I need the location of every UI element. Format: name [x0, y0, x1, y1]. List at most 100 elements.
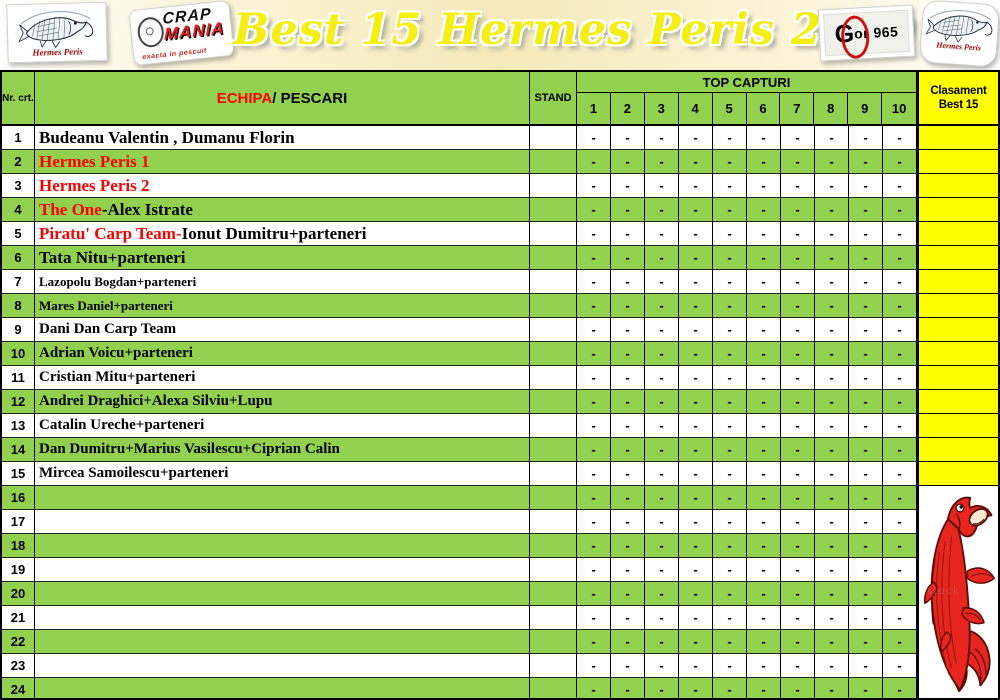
capture-cell[interactable]: -: [645, 510, 679, 534]
capture-cell[interactable]: -: [611, 678, 645, 698]
capture-cell[interactable]: -: [679, 510, 713, 534]
capture-cell[interactable]: -: [679, 558, 713, 582]
capture-cell[interactable]: -: [577, 678, 611, 698]
team-name-cell[interactable]: Dani Dan Carp Team: [35, 318, 530, 342]
team-name-cell[interactable]: [35, 678, 530, 698]
capture-cell[interactable]: -: [679, 390, 713, 414]
capture-cell[interactable]: -: [781, 534, 815, 558]
capture-cell[interactable]: -: [713, 486, 747, 510]
capture-cell[interactable]: -: [679, 246, 713, 270]
capture-cell[interactable]: -: [781, 198, 815, 222]
capture-cell[interactable]: -: [713, 630, 747, 654]
team-name-cell[interactable]: Piratu' Carp Team- Ionut Dumitru+partener…: [35, 222, 530, 246]
stand-cell[interactable]: [530, 510, 577, 534]
capture-cell[interactable]: -: [577, 486, 611, 510]
capture-cell[interactable]: -: [849, 582, 883, 606]
capture-cell[interactable]: -: [849, 222, 883, 246]
capture-cell[interactable]: -: [645, 654, 679, 678]
capture-cell[interactable]: -: [577, 534, 611, 558]
capture-cell[interactable]: -: [645, 438, 679, 462]
row-number-cell[interactable]: 16: [2, 486, 35, 510]
capture-cell[interactable]: -: [679, 438, 713, 462]
capture-cell[interactable]: -: [849, 534, 883, 558]
capture-cell[interactable]: -: [781, 462, 815, 486]
capture-cell[interactable]: -: [747, 318, 781, 342]
capture-cell[interactable]: -: [849, 246, 883, 270]
capture-cell[interactable]: -: [713, 654, 747, 678]
capture-cell[interactable]: -: [883, 198, 917, 222]
capture-cell[interactable]: -: [713, 270, 747, 294]
capture-cell[interactable]: -: [849, 606, 883, 630]
capture-cell[interactable]: -: [611, 462, 645, 486]
capture-cell[interactable]: -: [883, 462, 917, 486]
team-name-cell[interactable]: Tata Nitu+parteneri: [35, 246, 530, 270]
capture-cell[interactable]: -: [747, 558, 781, 582]
capture-cell[interactable]: -: [713, 342, 747, 366]
capture-cell[interactable]: -: [577, 126, 611, 150]
row-number-cell[interactable]: 24: [2, 678, 35, 698]
capture-cell[interactable]: -: [815, 438, 849, 462]
row-number-cell[interactable]: 1: [2, 126, 35, 150]
capture-cell[interactable]: -: [883, 390, 917, 414]
capture-cell[interactable]: -: [815, 222, 849, 246]
capture-cell[interactable]: -: [747, 270, 781, 294]
capture-cell[interactable]: -: [577, 606, 611, 630]
row-number-cell[interactable]: 23: [2, 654, 35, 678]
capture-cell[interactable]: -: [815, 606, 849, 630]
capture-cell[interactable]: -: [611, 366, 645, 390]
capture-cell[interactable]: -: [747, 630, 781, 654]
capture-cell[interactable]: -: [781, 294, 815, 318]
team-name-cell[interactable]: Hermes Peris 2: [35, 174, 530, 198]
capture-cell[interactable]: -: [679, 606, 713, 630]
capture-cell[interactable]: -: [577, 294, 611, 318]
capture-cell[interactable]: -: [747, 486, 781, 510]
capture-cell[interactable]: -: [577, 246, 611, 270]
row-number-cell[interactable]: 12: [2, 390, 35, 414]
capture-cell[interactable]: -: [883, 126, 917, 150]
row-number-cell[interactable]: 6: [2, 246, 35, 270]
capture-cell[interactable]: -: [577, 222, 611, 246]
team-name-cell[interactable]: [35, 558, 530, 582]
capture-cell[interactable]: -: [815, 246, 849, 270]
capture-cell[interactable]: -: [611, 510, 645, 534]
capture-cell[interactable]: -: [815, 198, 849, 222]
capture-cell[interactable]: -: [815, 582, 849, 606]
capture-cell[interactable]: -: [577, 462, 611, 486]
capture-cell[interactable]: -: [815, 390, 849, 414]
capture-cell[interactable]: -: [679, 486, 713, 510]
capture-cell[interactable]: -: [611, 294, 645, 318]
capture-cell[interactable]: -: [849, 462, 883, 486]
capture-cell[interactable]: -: [611, 534, 645, 558]
capture-cell[interactable]: -: [883, 558, 917, 582]
capture-cell[interactable]: -: [883, 318, 917, 342]
capture-cell[interactable]: -: [577, 270, 611, 294]
capture-cell[interactable]: -: [679, 654, 713, 678]
capture-cell[interactable]: -: [747, 390, 781, 414]
capture-cell[interactable]: -: [679, 534, 713, 558]
capture-cell[interactable]: -: [849, 630, 883, 654]
row-number-cell[interactable]: 4: [2, 198, 35, 222]
rank-cell[interactable]: [917, 222, 998, 246]
capture-cell[interactable]: -: [815, 366, 849, 390]
capture-cell[interactable]: -: [611, 318, 645, 342]
capture-cell[interactable]: -: [679, 150, 713, 174]
rank-cell[interactable]: [917, 486, 998, 510]
stand-cell[interactable]: [530, 198, 577, 222]
rank-cell[interactable]: [917, 606, 998, 630]
capture-cell[interactable]: -: [713, 606, 747, 630]
capture-cell[interactable]: -: [747, 222, 781, 246]
stand-cell[interactable]: [530, 126, 577, 150]
capture-cell[interactable]: -: [713, 534, 747, 558]
row-number-cell[interactable]: 3: [2, 174, 35, 198]
capture-cell[interactable]: -: [849, 294, 883, 318]
capture-cell[interactable]: -: [577, 654, 611, 678]
row-number-cell[interactable]: 21: [2, 606, 35, 630]
capture-cell[interactable]: -: [577, 438, 611, 462]
capture-cell[interactable]: -: [611, 414, 645, 438]
capture-cell[interactable]: -: [781, 486, 815, 510]
stand-cell[interactable]: [530, 366, 577, 390]
capture-cell[interactable]: -: [781, 606, 815, 630]
capture-cell[interactable]: -: [747, 438, 781, 462]
rank-cell[interactable]: [917, 246, 998, 270]
capture-cell[interactable]: -: [577, 510, 611, 534]
